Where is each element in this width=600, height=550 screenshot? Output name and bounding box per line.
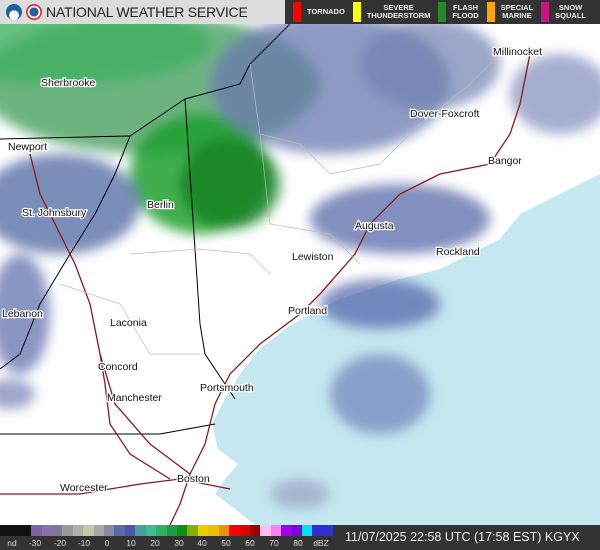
colorbar-swatch: [83, 525, 94, 536]
warning-legend-item: TORNADO: [293, 2, 345, 22]
colorbar-swatch: [124, 525, 136, 536]
colorbar-tick: -10: [77, 538, 91, 548]
warning-legend-item: SNOW SQUALL: [541, 2, 586, 22]
colorbar-swatch: [114, 525, 125, 536]
radar-map[interactable]: Sherbrooke Millinocket Dover-Foxcroft Newpo…: [0, 24, 600, 525]
city-label: Augusta: [355, 220, 394, 232]
colorbar-tick: 60: [245, 538, 255, 548]
timestamp: 11/07/2025 22:58 UTC (17:58 EST) KGYX: [345, 530, 580, 544]
city-label: Concord: [98, 361, 138, 373]
city-labels: Sherbrooke Millinocket Dover-Foxcroft Newpo…: [1, 45, 544, 496]
colorbar-tick: 30: [174, 538, 184, 548]
colorbar-tick: -20: [53, 538, 67, 548]
city-label: St. Johnsbury: [22, 207, 87, 219]
warning-swatch: [486, 2, 495, 22]
colorbar-swatch: [0, 525, 11, 536]
colorbar-swatch: [166, 525, 177, 536]
county-lines: [59, 53, 501, 355]
colorbar-tick: 40: [197, 538, 207, 548]
colorbar-swatch: [187, 525, 198, 536]
warning-legend-item: FLASH FLOOD: [438, 2, 479, 22]
colorbar-swatch: [20, 525, 32, 536]
city-label: Worcester: [60, 482, 108, 494]
city-label: Sherbrooke: [41, 77, 95, 89]
colorbar-tick: dBZ: [313, 538, 329, 548]
colorbar-swatch: [218, 525, 229, 536]
colorbar-swatch: [145, 525, 157, 536]
colorbar-swatch: [301, 525, 313, 536]
colorbar-swatch: [52, 525, 63, 536]
status-bar: nd -30 -20 -10 0 10 20 30 40 50 60 70 80 dBZ 11/07/20…: [0, 525, 600, 550]
city-label: Berlin: [147, 199, 174, 211]
reflectivity-colorbar: nd -30 -20 -10 0 10 20 30 40 50 60 70 80 dBZ: [0, 525, 335, 550]
colorbar-swatch: [197, 525, 209, 536]
colorbar-swatch: [228, 525, 240, 536]
warning-swatch: [293, 2, 301, 22]
colorbar-swatch: [41, 525, 53, 536]
colorbar-swatch: [291, 525, 302, 536]
city-label: Laconia: [110, 317, 147, 329]
warning-swatch: [438, 2, 447, 22]
colorbar-tick: -30: [28, 538, 42, 548]
city-label: Newport: [8, 141, 47, 153]
city-label: Lebanon: [2, 308, 43, 320]
colorbar-swatch: [208, 525, 219, 536]
colorbar-swatch: [104, 525, 115, 536]
warning-legend: TORNADO SEVERE THUNDERSTORM FLASH FLOOD SPECI…: [285, 0, 600, 24]
noaa-logo-icon: [6, 4, 22, 20]
colorbar-swatch: [270, 525, 281, 536]
colorbar-swatch: [239, 525, 250, 536]
colorbar-swatch: [322, 525, 333, 536]
warning-legend-item: SEVERE THUNDERSTORM: [352, 2, 431, 22]
colorbar-ticks: nd -30 -20 -10 0 10 20 30 40 50 60 70 80 dBZ: [0, 538, 335, 549]
warning-swatch: [541, 2, 550, 22]
city-label: Rockland: [436, 246, 480, 258]
city-label: Millinocket: [493, 46, 542, 58]
city-label: Boston: [177, 473, 210, 485]
city-label: Manchester: [107, 392, 162, 404]
page-title: NATIONAL WEATHER SERVICE: [46, 4, 248, 20]
state-borders: [0, 24, 291, 435]
nws-logo-icon: [26, 4, 42, 20]
colorbar-tick: 20: [150, 538, 160, 548]
colorbar-tick: 0: [104, 538, 110, 548]
colorbar-swatch: [249, 525, 261, 536]
colorbar-tick: 80: [293, 538, 303, 548]
city-label: Portland: [288, 305, 327, 317]
warning-label: SNOW SQUALL: [555, 3, 587, 20]
warning-label: SPECIAL MARINE: [500, 3, 534, 20]
highways: [0, 53, 531, 525]
colorbar-swatch: [176, 525, 188, 536]
ocean: [212, 174, 600, 525]
colorbar-tick: 50: [221, 538, 231, 548]
colorbar-swatch: [62, 525, 73, 536]
warning-swatch: [352, 2, 361, 22]
colorbar-swatch: [72, 525, 84, 536]
colorbar-tick: 10: [126, 538, 136, 548]
colorbar-tick: 70: [269, 538, 279, 548]
colorbar-swatch: [10, 525, 21, 536]
colorbar-strip: [0, 525, 333, 536]
brand: NATIONAL WEATHER SERVICE: [0, 0, 285, 24]
warning-legend-item: SPECIAL MARINE: [486, 2, 534, 22]
warning-label: FLASH FLOOD: [452, 3, 479, 20]
radar-echoes: [0, 24, 600, 509]
warning-label: TORNADO: [307, 7, 345, 16]
colorbar-swatch: [31, 525, 42, 536]
header-bar: NATIONAL WEATHER SERVICE TORNADO SEVERE TH…: [0, 0, 600, 24]
city-label: Dover-Foxcroft: [410, 108, 480, 120]
colorbar-swatch: [312, 525, 323, 536]
city-label: Bangor: [488, 155, 522, 167]
city-label: Lewiston: [292, 251, 334, 263]
colorbar-swatch: [93, 525, 105, 536]
colorbar-swatch: [156, 525, 167, 536]
colorbar-tick: nd: [7, 538, 17, 548]
city-label: Portsmouth: [200, 382, 254, 394]
colorbar-swatch: [135, 525, 146, 536]
colorbar-swatch: [280, 525, 292, 536]
warning-label: SEVERE THUNDERSTORM: [366, 3, 431, 20]
colorbar-swatch: [260, 525, 271, 536]
